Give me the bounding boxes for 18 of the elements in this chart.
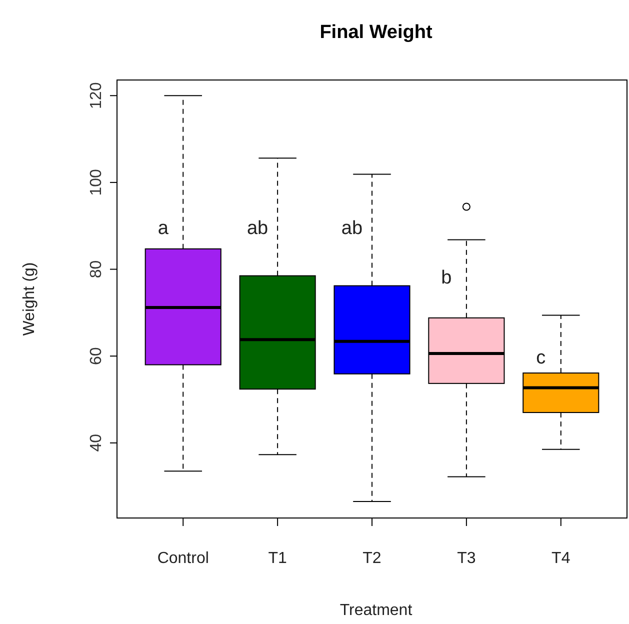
x-axis-title: Treatment xyxy=(340,602,413,619)
y-tick-label: 100 xyxy=(88,169,105,196)
annotation: ab xyxy=(246,218,268,239)
x-tick-label: Control xyxy=(157,550,209,567)
annotation: ab xyxy=(341,218,363,239)
annotation: b xyxy=(441,267,452,288)
y-axis-title: Weight (g) xyxy=(21,262,38,336)
x-tick-label: T2 xyxy=(362,550,382,567)
y-tick-label: 80 xyxy=(88,260,105,278)
y-tick-label: 60 xyxy=(88,347,105,365)
annotation: a xyxy=(158,218,169,239)
annotation: c xyxy=(536,347,546,368)
y-tick-label: 40 xyxy=(88,434,105,452)
x-tick-label: T3 xyxy=(457,550,476,567)
y-tick-label: 120 xyxy=(88,82,105,109)
x-tick-label: T4 xyxy=(552,550,570,567)
x-tick-label: T1 xyxy=(268,550,287,567)
chart-title: Final Weight xyxy=(320,22,433,43)
